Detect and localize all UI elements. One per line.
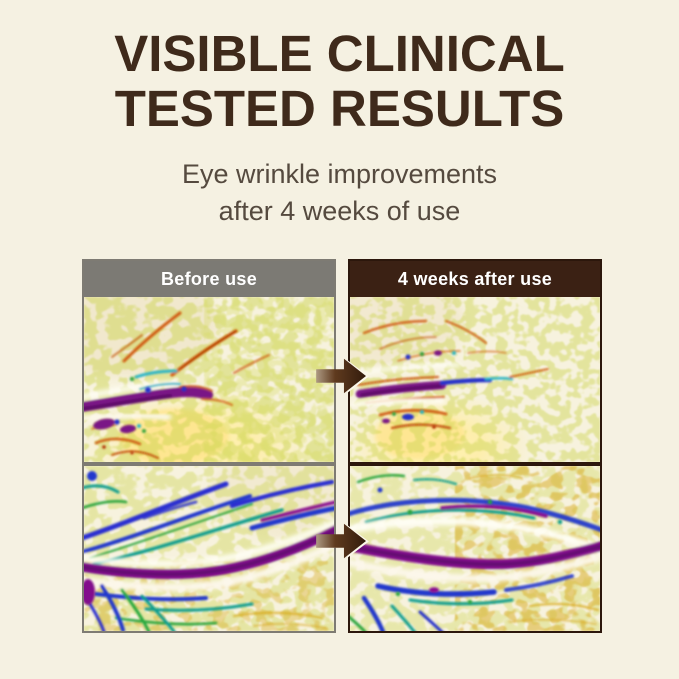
before-panel-header: Before use	[84, 261, 334, 297]
heatmap-before-lower	[84, 466, 334, 631]
before-panel: Before use	[82, 259, 336, 633]
page-title: VISIBLE CLINICAL TESTED RESULTS	[0, 26, 679, 136]
heatmap-after-upper	[350, 297, 600, 462]
subtitle-line-2: after 4 weeks of use	[218, 196, 461, 226]
after-panel-label: 4 weeks after use	[397, 268, 553, 289]
before-panel-label: Before use	[160, 268, 258, 289]
heatmap-after-lower	[350, 466, 600, 631]
after-panel-header: 4 weeks after use	[350, 261, 600, 297]
subtitle-line-1: Eye wrinkle improvements	[181, 159, 498, 189]
page-subtitle: Eye wrinkle improvements after 4 weeks o…	[0, 156, 679, 230]
heatmap-before-upper	[84, 297, 334, 462]
title-line-1: VISIBLE CLINICAL	[114, 25, 565, 82]
arrow-right-icon	[316, 353, 370, 399]
arrow-right-icon	[316, 518, 370, 564]
after-panel: 4 weeks after use	[348, 259, 602, 633]
title-line-2: TESTED RESULTS	[114, 80, 565, 137]
